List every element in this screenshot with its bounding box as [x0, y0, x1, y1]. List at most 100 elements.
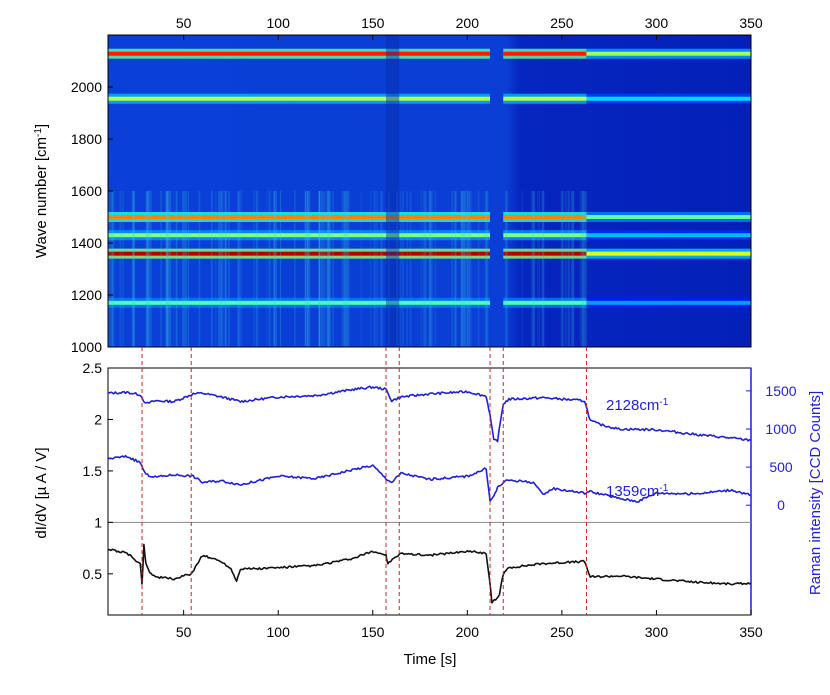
heatmap-stripe: [323, 191, 326, 347]
heatmap-stripe: [227, 191, 230, 347]
heatmap-stripe: [320, 191, 324, 347]
line-y-tick-label: 1: [94, 514, 102, 530]
heatmap-band: [503, 233, 587, 238]
heatmap-stripe: [160, 191, 163, 347]
heatmap-stripe: [237, 191, 240, 347]
heatmap-stripe: [406, 191, 408, 347]
heatmap-stripe: [184, 191, 188, 347]
line-y-axis-label: dI/dV [µ A / V]: [33, 447, 50, 538]
heatmap-stripe: [420, 191, 422, 347]
line-y-axis-label-right: Raman intensity [CCD Counts]: [807, 391, 824, 595]
heatmap-stripe: [323, 191, 325, 347]
heatmap-band: [503, 96, 587, 101]
heatmap-y-tick-label: 1600: [71, 183, 102, 199]
heatmap-stripe: [341, 191, 343, 347]
heatmap-stripe: [428, 191, 432, 347]
line-y-ticks-right: 0 500 1000 1500: [746, 383, 797, 513]
heatmap-band: [586, 251, 751, 256]
heatmap-stripe: [467, 191, 470, 347]
heatmap-stripe: [132, 191, 135, 347]
heatmap-stripe: [562, 191, 565, 347]
heatmap-stripe: [396, 191, 399, 347]
heatmap-x-tick-label: 350: [739, 15, 763, 31]
heatmap-y-tick-label: 1000: [71, 339, 102, 355]
heatmap-stripe: [225, 191, 227, 347]
heatmap-stripe: [345, 191, 348, 347]
heatmap-stripe: [431, 191, 434, 347]
heatmap-stripe: [147, 191, 149, 347]
heatmap-stripe: [369, 191, 372, 347]
heatmap-stripe: [318, 191, 320, 347]
heatmap-stripe: [173, 191, 175, 347]
heatmap-band: [586, 96, 751, 101]
heatmap-stripe: [273, 191, 275, 347]
heatmap-stripe: [304, 191, 307, 347]
heatmap-band: [503, 251, 587, 256]
heatmap-band: [108, 215, 491, 219]
heatmap-stripe: [373, 191, 376, 347]
heatmap-y-tick-label: 1400: [71, 235, 102, 251]
heatmap-stripe: [109, 191, 113, 347]
heatmap-stripe: [454, 191, 457, 347]
heatmap-stripe: [538, 191, 540, 347]
heatmap-y-tick-label: 1800: [71, 131, 102, 147]
heatmap-x-tick-label: 200: [456, 15, 480, 31]
heatmap-y-ticks: 1000 1200 1400 1600 1800 2000: [71, 79, 113, 355]
heatmap-stripe: [422, 191, 424, 347]
line-panel: 50 100 150 200 250 300 350 0.5 1 1.5 2 2.5 0 500 100…: [33, 360, 824, 668]
heatmap-stripe: [424, 191, 427, 347]
line-x-tick-label: 250: [550, 624, 574, 640]
heatmap-band: [108, 96, 491, 101]
line-y-right-tick-label: 500: [769, 459, 793, 475]
heatmap-stripe: [388, 191, 390, 347]
heatmap-bands: [108, 48, 751, 308]
heatmap-stripe: [486, 191, 489, 347]
line-x-tick-label: 150: [361, 624, 385, 640]
heatmap-stripe: [111, 191, 114, 347]
heatmap-stripe: [505, 191, 509, 347]
heatmap-stripe: [332, 191, 334, 347]
heatmap-stripe: [409, 191, 412, 347]
heatmap-panel: 50 100 150 200 250 300 350 1000 1200 1400 1600 180…: [33, 15, 763, 355]
heatmap-stripe: [181, 191, 185, 347]
heatmap-x-tick-label: 100: [267, 15, 291, 31]
heatmap-stripe: [168, 191, 172, 347]
heatmap-stripe: [150, 191, 152, 347]
line-y-tick-label: 0.5: [83, 566, 103, 582]
heatmap-stripe: [536, 191, 539, 347]
heatmap-band: [108, 300, 491, 305]
heatmap-background: [108, 35, 751, 347]
line-y-right-tick-label: 1000: [765, 421, 796, 437]
series-label-1359: 1359cm-1: [606, 483, 669, 501]
heatmap-stripe: [187, 191, 189, 347]
heatmap-band: [586, 233, 751, 238]
heatmap-stripe: [468, 191, 472, 347]
heatmap-stripe: [568, 191, 571, 347]
heatmap-stripe: [461, 191, 464, 347]
heatmap-stripe: [119, 191, 122, 347]
heatmap-y-axis-label: Wave number [cm-1]: [33, 124, 51, 258]
heatmap-stripe: [121, 191, 124, 347]
heatmap-band: [108, 233, 491, 238]
heatmap-stripe: [531, 191, 533, 347]
heatmap-x-tick-label: 150: [361, 15, 385, 31]
heatmap-stripe: [165, 191, 168, 347]
heatmap-stripe: [219, 191, 222, 347]
heatmap-stripe: [256, 191, 259, 347]
heatmap-stripe: [505, 191, 507, 347]
heatmap-stripes: [108, 35, 587, 347]
heatmap-x-tick-label: 300: [645, 15, 669, 31]
heatmap-dark-column: [386, 35, 400, 347]
heatmap-stripe: [318, 191, 321, 347]
event-lines: [141, 347, 587, 615]
heatmap-band: [586, 300, 751, 305]
heatmap-stripe: [429, 191, 432, 347]
heatmap-stripe: [343, 191, 345, 347]
heatmap-stripe: [319, 191, 321, 347]
line-x-tick-label: 100: [267, 624, 291, 640]
heatmap-stripe: [221, 191, 224, 347]
heatmap-stripe: [306, 191, 309, 347]
heatmap-stripe: [451, 191, 454, 347]
heatmap-stripe: [532, 191, 536, 347]
